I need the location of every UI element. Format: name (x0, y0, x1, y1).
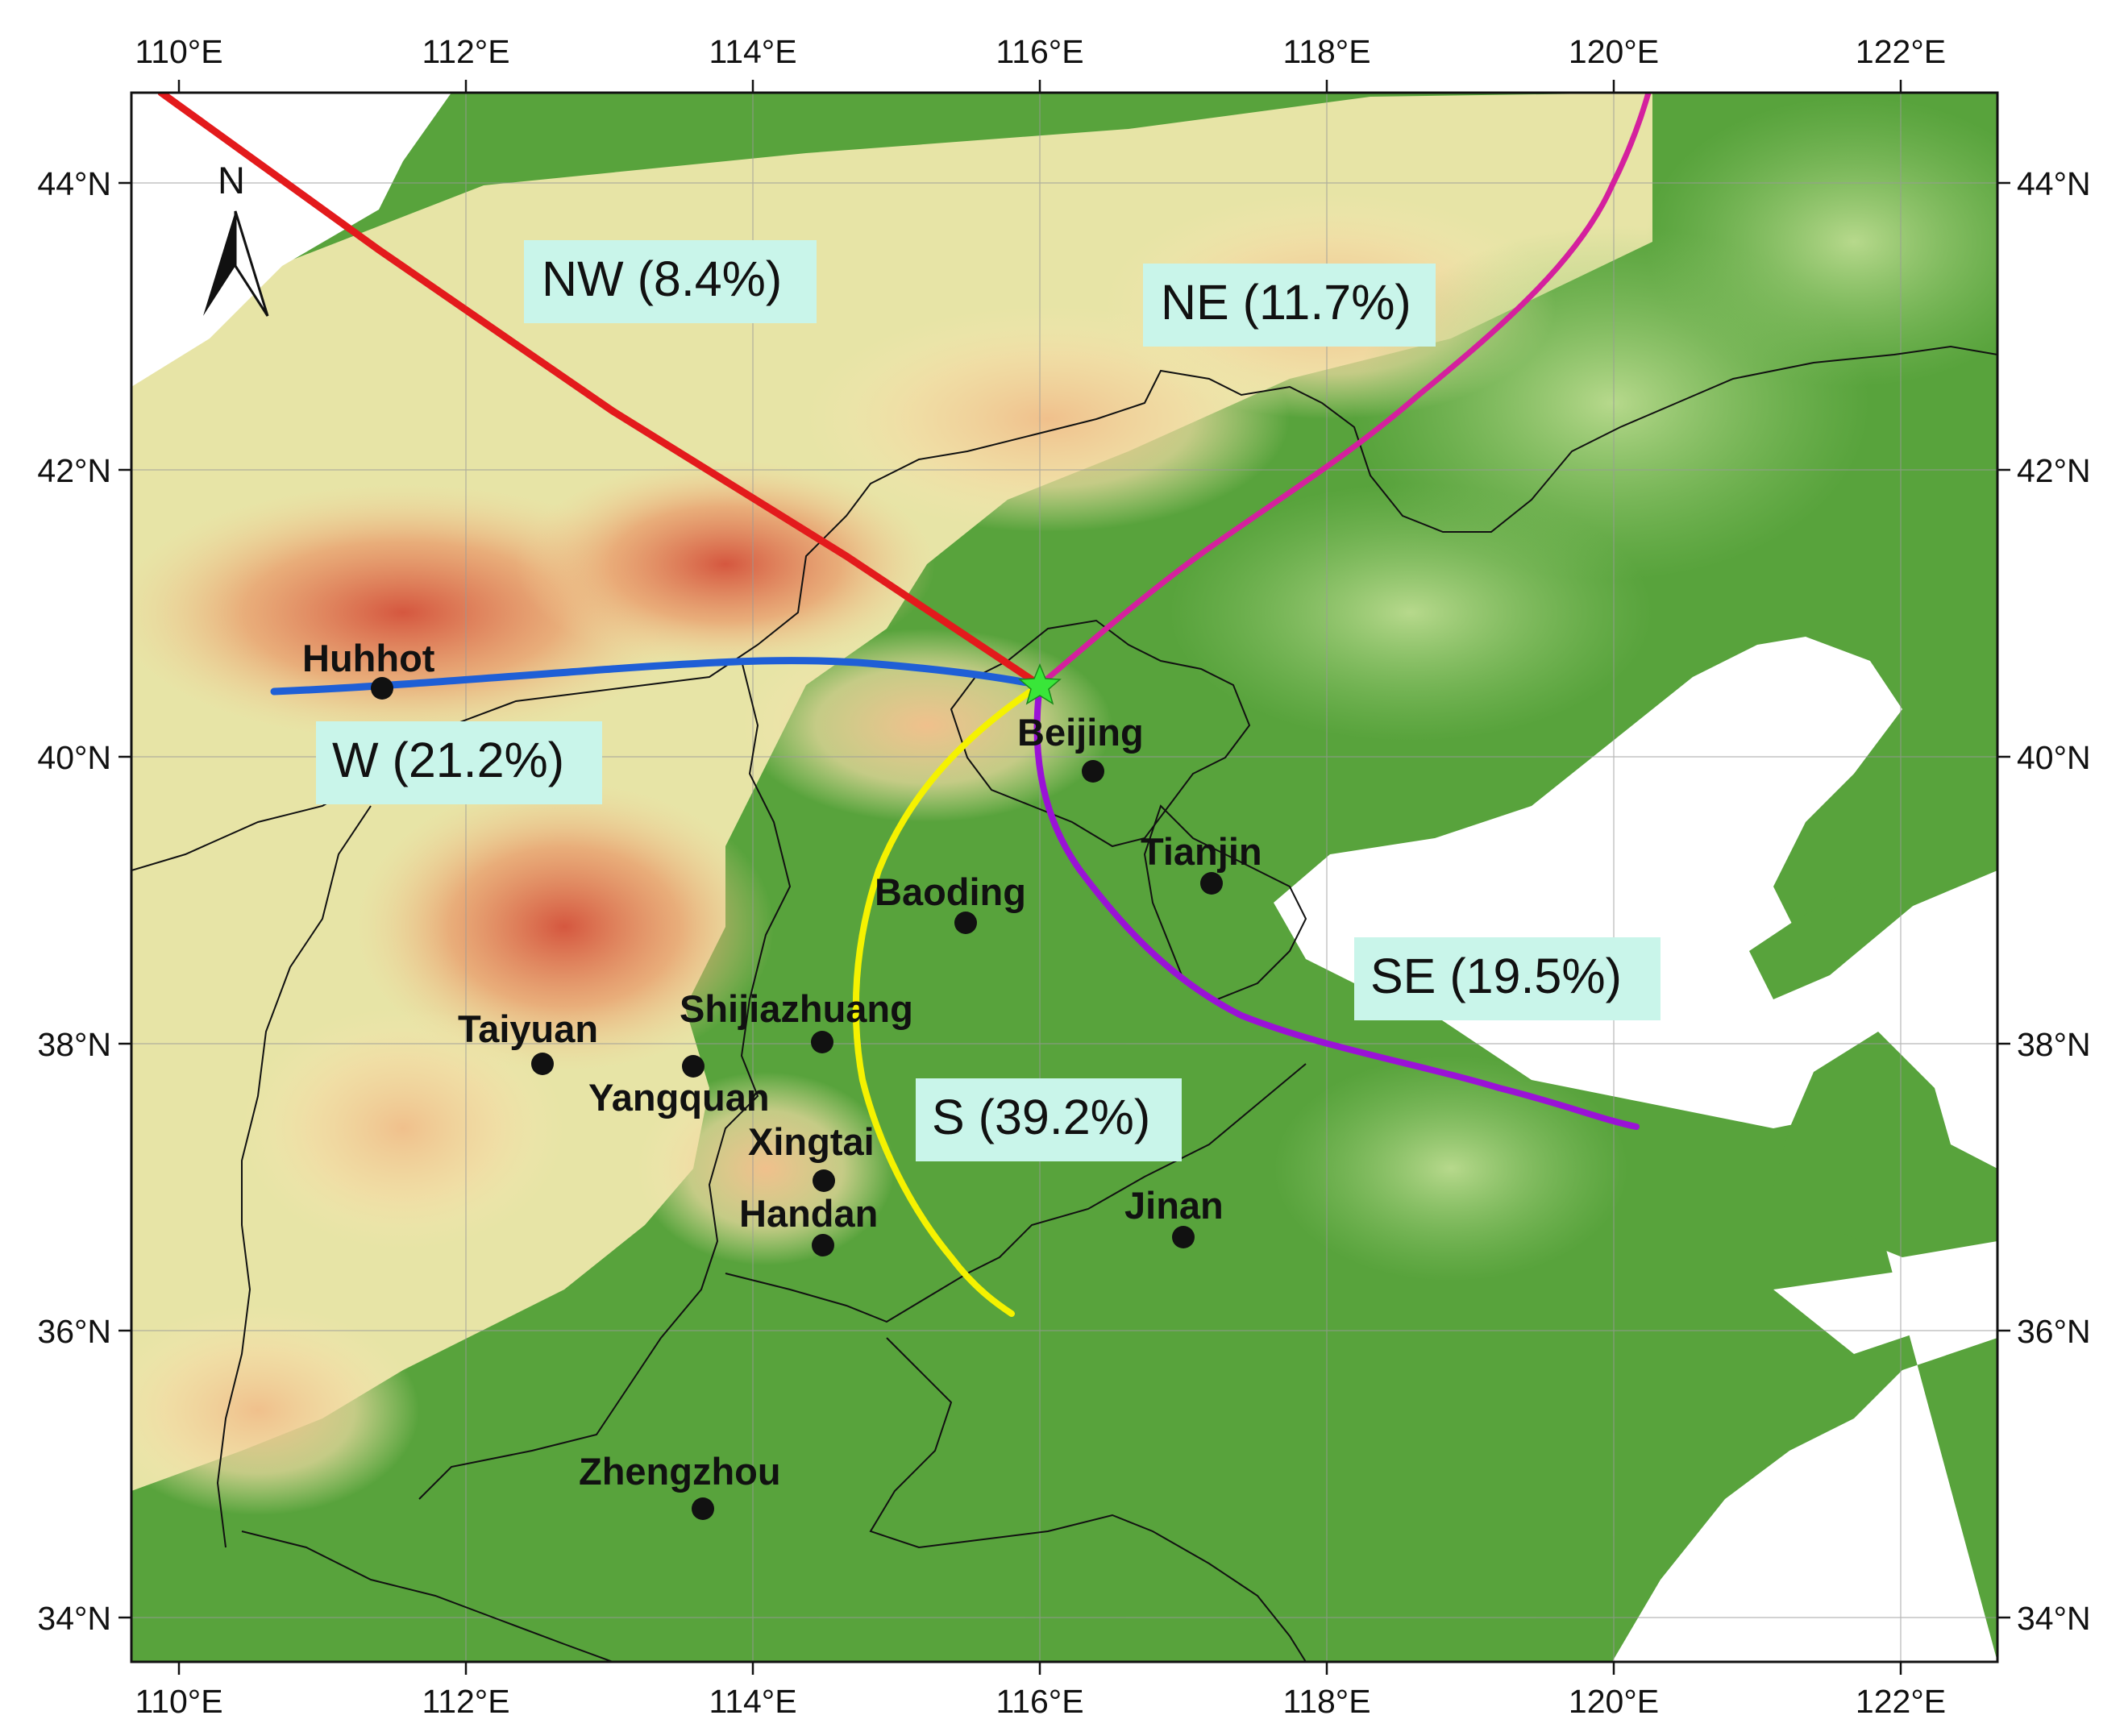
lon-label-bottom-122: 122°E (1856, 1683, 1946, 1720)
north-label: N (218, 159, 245, 201)
city-label-jinan: Jinan (1124, 1184, 1224, 1227)
boundary-hebei-beijing (950, 619, 1251, 848)
trajectory-s (852, 682, 1043, 1317)
lat-label-left-36: 36°N (37, 1313, 111, 1350)
boundary-shandong-henan (869, 1337, 1307, 1662)
city-marker-yangquan (682, 1055, 705, 1078)
lon-label-top-110: 110°E (135, 33, 222, 70)
city-marker-shijiazhuang (811, 1031, 833, 1053)
lon-label-top-120: 120°E (1569, 33, 1659, 70)
lon-label-bottom-110: 110°E (135, 1683, 222, 1720)
label-s: S (39.2%) (932, 1090, 1150, 1144)
map-frame (130, 91, 1999, 1663)
boundary-shanxi-west (216, 805, 372, 1548)
lon-label-top-114: 114°E (709, 33, 796, 70)
city-label-zhengzhou: Zhengzhou (579, 1450, 781, 1493)
city-label-taiyuan: Taiyuan (458, 1007, 598, 1050)
city-marker-zhengzhou (692, 1497, 714, 1520)
label-box-w (316, 721, 602, 804)
trajectory-ne (1037, 93, 1652, 688)
lon-label-bottom-118: 118°E (1282, 1683, 1370, 1720)
boundary-inner-mongolia-south (131, 345, 1997, 871)
lon-label-bottom-120: 120°E (1569, 1683, 1659, 1720)
city-label-tianjin: Tianjin (1141, 830, 1262, 873)
city-label-baoding: Baoding (875, 870, 1026, 913)
city-marker-tianjin (1200, 872, 1223, 895)
city-label-xingtai: Xingtai (748, 1120, 875, 1163)
city-label-shijiazhuang: Shijiazhuang (680, 987, 913, 1030)
city-marker-beijing (1082, 760, 1104, 783)
boundary-henan-south (241, 1530, 613, 1662)
lon-label-bottom-112: 112°E (422, 1683, 509, 1720)
latitude-labels-left: 44°N 42°N 40°N 38°N 36°N 34°N (37, 165, 111, 1637)
lat-label-right-40: 40°N (2017, 739, 2091, 776)
north-arrow: N (203, 159, 269, 317)
city-marker-jinan (1172, 1226, 1195, 1248)
longitude-labels-bottom: 110°E 112°E 114°E 116°E 118°E 120°E 122°… (135, 1683, 1946, 1720)
city-marker-taiyuan (531, 1053, 554, 1075)
lat-label-left-42: 42°N (37, 452, 111, 489)
label-w: W (21.2%) (332, 733, 564, 787)
label-box-s (916, 1078, 1182, 1161)
lat-label-right-36: 36°N (2017, 1313, 2091, 1350)
label-box-se (1354, 937, 1661, 1020)
latitude-labels-right: 44°N 42°N 40°N 38°N 36°N 34°N (2017, 165, 2091, 1637)
label-nw: NW (8.4%) (542, 251, 782, 306)
lat-label-left-44: 44°N (37, 165, 111, 202)
lat-label-right-38: 38°N (2017, 1026, 2091, 1063)
city-label-handan: Handan (739, 1192, 878, 1235)
trajectories (157, 93, 1652, 1317)
north-arrow-left-icon (203, 211, 235, 316)
trajectory-w (270, 657, 1044, 696)
city-marker-baoding (954, 912, 977, 934)
lat-label-right-44: 44°N (2017, 165, 2091, 202)
label-box-ne (1143, 264, 1436, 347)
boundary-shanxi-east (418, 660, 792, 1500)
lat-label-left-40: 40°N (37, 739, 111, 776)
trajectory-labels: NW (8.4%) NE (11.7%) W (21.2%) SE (19.5%… (316, 240, 1661, 1161)
lon-label-bottom-114: 114°E (709, 1683, 796, 1720)
graticule (131, 93, 1997, 1662)
label-se: SE (19.5%) (1370, 949, 1622, 1003)
lon-label-top-122: 122°E (1856, 33, 1946, 70)
lon-label-top-116: 116°E (995, 33, 1083, 70)
lat-label-left-34: 34°N (37, 1600, 111, 1637)
terrain-layer (131, 93, 1997, 1662)
boundary-hebei-south (725, 1063, 1307, 1323)
lat-label-right-34: 34°N (2017, 1600, 2091, 1637)
trajectory-se (1033, 682, 1640, 1130)
city-marker-huhhot (371, 677, 393, 700)
lon-label-bottom-116: 116°E (995, 1683, 1083, 1720)
city-label-huhhot: Huhhot (302, 637, 435, 679)
city-markers: Huhhot Beijing Tianjin Baoding Shijiazhu… (302, 637, 1262, 1520)
city-label-yangquan: Yangquan (588, 1076, 770, 1119)
lat-label-right-42: 42°N (2017, 452, 2091, 489)
lon-label-top-112: 112°E (422, 33, 509, 70)
city-marker-handan (812, 1234, 834, 1256)
tick-marks (118, 80, 2010, 1675)
lon-label-top-118: 118°E (1282, 33, 1370, 70)
city-marker-xingtai (813, 1169, 835, 1192)
province-boundaries (131, 345, 1997, 1662)
receptor-star-icon (1018, 663, 1062, 705)
boundary-tianjin (1143, 804, 1307, 1001)
receptor-site (1018, 663, 1062, 705)
trajectory-nw (157, 93, 1044, 689)
label-box-nw (524, 240, 817, 323)
label-ne: NE (11.7%) (1161, 275, 1411, 330)
north-arrow-right-icon (234, 210, 269, 317)
longitude-labels-top: 110°E 112°E 114°E 116°E 118°E 120°E 122°… (135, 33, 1946, 70)
city-label-beijing: Beijing (1017, 711, 1144, 754)
lat-label-left-38: 38°N (37, 1026, 111, 1063)
